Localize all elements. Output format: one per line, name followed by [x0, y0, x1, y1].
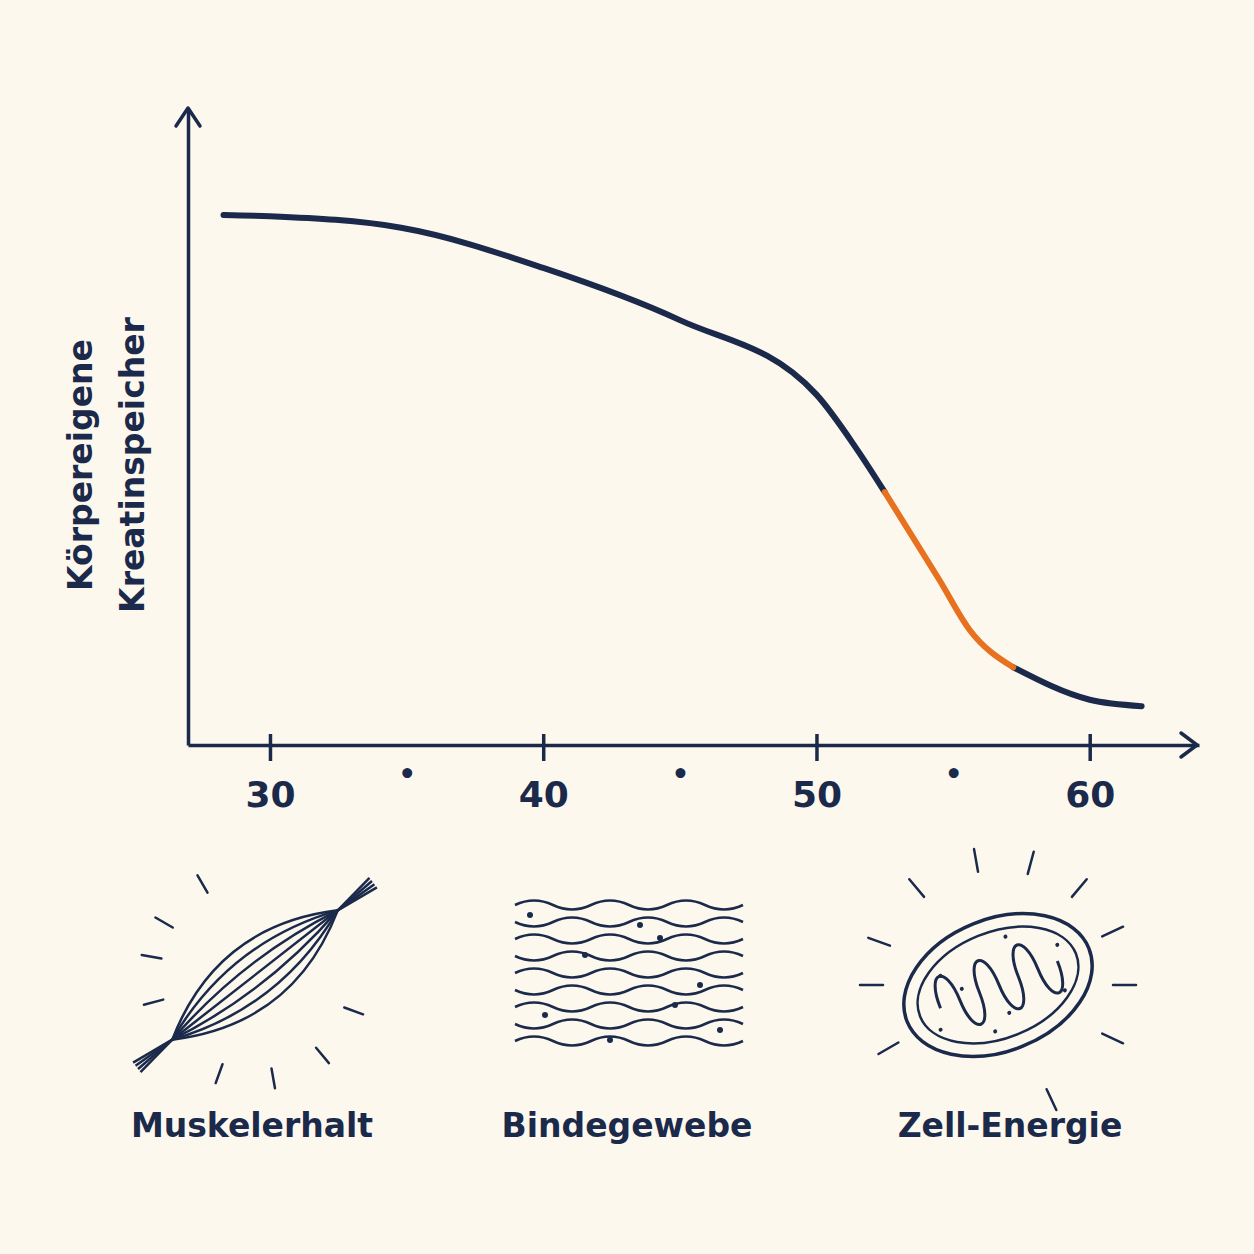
background — [0, 0, 1254, 1254]
icon-ray — [316, 1048, 329, 1063]
icon-label: Bindegewebe — [502, 1106, 753, 1145]
x-tick: • — [671, 758, 689, 791]
icon-shape — [882, 887, 1113, 1083]
icon-ray — [1102, 927, 1123, 937]
icon-line — [515, 1020, 743, 1029]
icon-line — [515, 1003, 743, 1012]
icon-line — [515, 952, 743, 961]
x-tick-label: 30 — [245, 774, 295, 815]
x-tick-mark — [542, 734, 546, 761]
icon-dot — [1055, 942, 1060, 947]
icon-line — [515, 986, 743, 995]
x-tick: • — [945, 758, 963, 791]
x-tick: 60 — [1065, 734, 1115, 815]
x-tick-label: 60 — [1065, 774, 1115, 815]
x-tick: • — [398, 758, 416, 791]
line-series — [885, 492, 1013, 667]
icon-line — [137, 1040, 176, 1072]
icon-ray — [144, 1000, 163, 1005]
icon-dot — [717, 1027, 723, 1033]
icon-line — [166, 902, 338, 1040]
icon-ray — [974, 849, 978, 872]
x-tick: 40 — [519, 734, 569, 815]
icon-dot — [1007, 1010, 1012, 1015]
y-axis-title: KörpereigeneKreatinspeicher — [61, 316, 152, 612]
icon-line — [515, 935, 743, 944]
y-axis — [188, 109, 189, 746]
icon-tissue — [515, 901, 743, 1046]
icons — [117, 849, 1136, 1110]
icon-ray — [344, 1007, 363, 1014]
icon-line — [929, 933, 1068, 1036]
icon-line — [153, 886, 338, 1040]
icon-dot — [527, 912, 533, 918]
icon-line — [515, 901, 743, 910]
icon-ray — [860, 984, 883, 987]
icon-dot — [938, 973, 943, 978]
icon-dot — [637, 922, 643, 928]
x-tick: 50 — [792, 734, 842, 815]
chart: 30 • 40 • 50 • 60 KörpereigeneKreatinspeicher Mu… — [0, 0, 1254, 1254]
icon-dot — [993, 1029, 998, 1034]
x-tick-label: 40 — [519, 774, 569, 815]
icon-dot — [657, 935, 663, 941]
icon-ray — [142, 955, 162, 958]
icon-mitochondrion — [860, 849, 1136, 1110]
icon-label: Zell-Energie — [898, 1106, 1123, 1145]
x-tick-label: • — [398, 758, 416, 791]
icon-ray — [198, 875, 208, 892]
icon-ray — [155, 918, 172, 928]
icon-dot — [697, 982, 703, 988]
icon-line — [515, 969, 743, 978]
icon-line — [136, 1038, 173, 1067]
x-tick-mark — [269, 734, 273, 761]
x-axis-arrow — [1181, 733, 1197, 757]
x-tick: 30 — [245, 734, 295, 815]
icon-dot — [938, 1027, 943, 1032]
icon-ray — [1113, 984, 1136, 987]
icon-ray — [1072, 879, 1087, 897]
icon-label: Muskelerhalt — [131, 1106, 373, 1145]
y-axis-line — [187, 109, 191, 746]
icon-line — [515, 918, 743, 927]
icon-ray — [271, 1069, 274, 1089]
x-tick-label: • — [945, 758, 963, 791]
icon-dot — [1003, 934, 1008, 939]
x-tick-mark — [815, 734, 819, 761]
icon-line — [133, 1035, 172, 1067]
icon-ray — [1102, 1034, 1123, 1044]
icon-dot — [607, 1037, 613, 1043]
icon-line — [172, 910, 344, 1048]
icon-ray — [878, 1043, 898, 1055]
icon-dot — [582, 952, 588, 958]
x-axis: 30 • 40 • 50 • 60 — [189, 734, 1200, 815]
x-tick-label: 50 — [792, 774, 842, 815]
icon-line — [338, 883, 377, 915]
icon-dot — [542, 1012, 548, 1018]
icon-dot — [959, 986, 964, 991]
icon-shape — [900, 904, 1095, 1065]
line-series — [224, 215, 1142, 706]
icon-dot — [1062, 988, 1067, 993]
icon-line — [515, 1037, 743, 1046]
icon-muscle — [117, 858, 392, 1092]
plot-area — [224, 215, 1142, 706]
x-tick-mark — [1088, 734, 1092, 761]
icon-ray — [868, 938, 890, 946]
icon-ray — [909, 879, 924, 897]
icon-line — [172, 910, 337, 1039]
y-axis-arrow — [176, 108, 200, 126]
icon-ray — [216, 1064, 223, 1083]
icon-ray — [1028, 852, 1034, 874]
x-tick-label: • — [671, 758, 689, 791]
x-axis-line — [189, 744, 1200, 748]
icon-dot — [672, 1002, 678, 1008]
